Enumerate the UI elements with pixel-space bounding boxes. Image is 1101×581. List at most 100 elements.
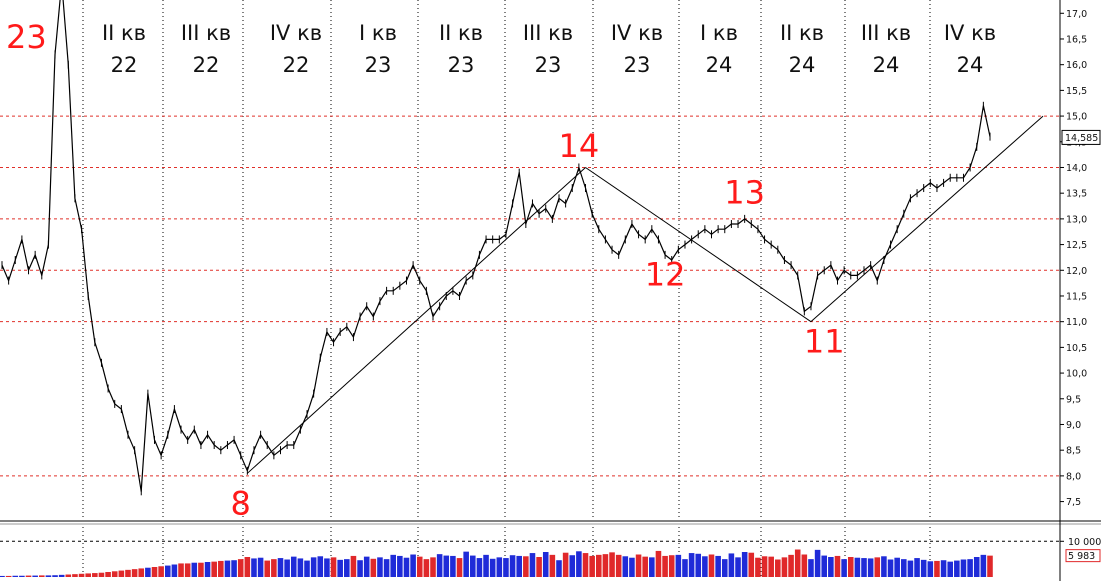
volume-bar: [682, 559, 688, 577]
volume-bar: [728, 553, 735, 577]
wave-label: 13: [724, 173, 765, 211]
price-line: [1, 0, 991, 492]
volume-bar: [496, 557, 503, 577]
quarter-label-line2: 22: [111, 53, 138, 77]
volume-bar: [642, 556, 648, 577]
current-value-markers: 14,585 5 983: [1061, 129, 1101, 563]
volume-bar: [350, 555, 357, 577]
volume-bar: [337, 559, 343, 577]
volume-bar: [290, 556, 297, 577]
quarter-label-line2: 23: [624, 53, 651, 77]
volume-bar: [304, 560, 310, 577]
trend-line: [585, 167, 812, 323]
price-tick-label: 16,0: [1066, 60, 1087, 71]
volume-bar: [483, 554, 489, 577]
volume-bar: [702, 556, 708, 577]
volume-bar: [397, 555, 403, 577]
volume-bar: [629, 557, 635, 577]
volume-bar: [662, 555, 668, 577]
volume-bar: [708, 554, 715, 577]
volume-bar: [138, 568, 145, 577]
volume-bar: [476, 558, 483, 577]
volume-bar: [131, 569, 138, 577]
price-tick-label: 8,0: [1066, 471, 1081, 482]
volume-bar: [211, 561, 217, 577]
price-tick-label: 7,5: [1066, 497, 1081, 508]
volume-bar: [32, 575, 38, 577]
quarter-label-line1: I кв: [700, 21, 738, 45]
volume-bar: [317, 556, 324, 577]
volume-bar: [960, 559, 967, 577]
price-tick-label: 13,0: [1066, 214, 1087, 225]
volume-bar: [277, 558, 284, 577]
current-volume-box: [1065, 549, 1101, 563]
volume-bar: [821, 555, 828, 577]
volume-bar: [987, 555, 993, 577]
volume-bar: [191, 562, 198, 577]
volume-bar: [788, 554, 794, 577]
volume-bar: [178, 563, 184, 577]
price-tick-label: 10,0: [1066, 369, 1087, 380]
price-tick-label: 9,0: [1066, 420, 1081, 431]
volume-bar: [934, 560, 940, 577]
volume-bar: [569, 555, 576, 577]
price-tick-label: 9,5: [1066, 394, 1081, 405]
price-tick-label: 11,5: [1066, 291, 1087, 302]
price-series: [1, 0, 991, 496]
quarter-label-line1: II кв: [439, 21, 483, 45]
volume-bar: [330, 557, 337, 577]
volume-bar: [198, 562, 204, 577]
volume-bar: [218, 560, 224, 577]
volume-bar: [562, 552, 569, 577]
volume-bar: [556, 560, 562, 577]
volume-tick-label: 10 000: [1068, 537, 1101, 548]
wave-label: 12: [645, 256, 686, 294]
volume-bar: [377, 557, 383, 577]
volume-bar: [257, 557, 264, 577]
wave-label: 23: [6, 18, 47, 56]
volume-bars: [0, 549, 993, 577]
volume-bar: [576, 551, 582, 577]
volume-bar: [887, 559, 894, 577]
volume-bar: [65, 574, 72, 577]
volume-bar: [204, 562, 211, 577]
volume-bar: [589, 555, 595, 577]
current-price-box: [1061, 129, 1101, 145]
volume-bar: [357, 560, 363, 577]
volume-bar: [668, 555, 675, 577]
quarter-label-line2: 22: [283, 53, 310, 77]
volume-bar: [39, 575, 45, 577]
volume-bar: [781, 557, 788, 577]
volume-bar: [542, 552, 549, 577]
volume-bar: [688, 553, 695, 577]
volume-bar: [509, 555, 516, 577]
volume-bar: [363, 556, 370, 577]
quarter-label-line1: III кв: [523, 21, 573, 45]
price-tick-label: 11,0: [1066, 317, 1087, 328]
volume-bar: [383, 559, 390, 577]
price-tick-label: 16,5: [1066, 34, 1087, 45]
quarter-labels: II кв 22 III кв 22 IV кв 22 I кв 23 II кв 23 III к…: [102, 21, 996, 77]
volume-bar: [801, 554, 808, 577]
wave-count-labels: 23 8 14 12 13 11: [6, 18, 845, 522]
volume-bar: [231, 560, 237, 577]
price-tick-label: 14,0: [1066, 163, 1087, 174]
volume-bar: [105, 572, 111, 577]
quarter-label-line1: III кв: [181, 21, 231, 45]
volume-bar: [549, 554, 556, 577]
volume-bar: [748, 552, 755, 577]
trend-line: [247, 167, 586, 474]
volume-bar: [72, 574, 78, 577]
volume-bar: [171, 564, 178, 577]
volume-bar: [967, 559, 973, 577]
volume-bar: [973, 557, 980, 577]
volume-bar: [675, 554, 682, 577]
volume-bar: [721, 559, 728, 577]
volume-bar: [45, 575, 52, 577]
volume-bar: [503, 558, 509, 577]
volume-bar: [450, 555, 456, 577]
volume-bar: [237, 559, 244, 577]
quarter-label-line2: 24: [873, 53, 900, 77]
wave-label: 8: [231, 484, 251, 522]
